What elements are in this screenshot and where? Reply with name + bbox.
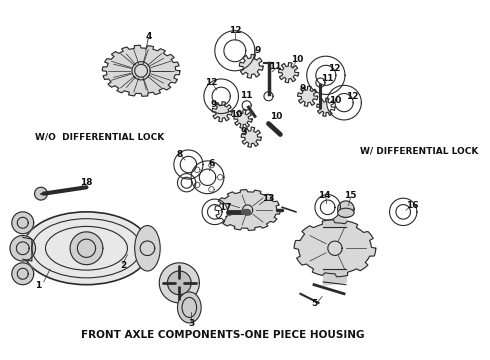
Text: W/ DIFFERENTIAL LOCK: W/ DIFFERENTIAL LOCK — [360, 147, 478, 156]
Polygon shape — [390, 198, 417, 225]
Polygon shape — [215, 31, 255, 71]
Polygon shape — [10, 235, 35, 261]
Polygon shape — [140, 241, 155, 256]
Text: 16: 16 — [406, 201, 418, 210]
Text: FRONT AXLE COMPONENTS-ONE PIECE HOUSING: FRONT AXLE COMPONENTS-ONE PIECE HOUSING — [81, 330, 365, 340]
Text: 9: 9 — [211, 100, 217, 109]
Text: 5: 5 — [311, 299, 317, 308]
Polygon shape — [70, 232, 103, 265]
Polygon shape — [327, 85, 361, 120]
Text: 11: 11 — [321, 73, 334, 82]
Polygon shape — [177, 174, 196, 192]
Polygon shape — [294, 220, 376, 277]
Polygon shape — [23, 237, 32, 261]
Ellipse shape — [338, 208, 354, 217]
Text: 12: 12 — [228, 26, 241, 35]
Text: 8: 8 — [176, 150, 182, 159]
Polygon shape — [202, 199, 227, 225]
Polygon shape — [191, 161, 224, 194]
Text: 15: 15 — [344, 191, 357, 200]
Polygon shape — [278, 63, 298, 82]
Polygon shape — [396, 204, 411, 219]
Text: 2: 2 — [120, 261, 126, 270]
Polygon shape — [320, 200, 335, 215]
Ellipse shape — [135, 225, 160, 271]
Ellipse shape — [23, 212, 150, 285]
Polygon shape — [12, 212, 34, 234]
Polygon shape — [215, 190, 280, 230]
Text: 13: 13 — [262, 194, 275, 203]
Polygon shape — [241, 127, 261, 147]
Text: 1: 1 — [35, 281, 41, 290]
Text: 12: 12 — [205, 78, 218, 87]
Polygon shape — [338, 201, 354, 217]
Polygon shape — [174, 150, 203, 179]
Text: 10: 10 — [329, 96, 341, 105]
Polygon shape — [316, 65, 336, 85]
Text: 11: 11 — [269, 62, 281, 71]
Text: 12: 12 — [346, 92, 359, 101]
Polygon shape — [315, 194, 341, 220]
Polygon shape — [224, 40, 246, 62]
Text: 10: 10 — [270, 112, 282, 121]
Text: 11: 11 — [241, 91, 253, 100]
Polygon shape — [181, 177, 192, 188]
Polygon shape — [335, 94, 353, 112]
Text: 9: 9 — [299, 85, 305, 94]
Polygon shape — [102, 45, 180, 96]
Text: 4: 4 — [145, 32, 151, 41]
Polygon shape — [168, 271, 191, 295]
Polygon shape — [297, 86, 318, 106]
Polygon shape — [212, 87, 230, 105]
Polygon shape — [12, 263, 34, 285]
Polygon shape — [159, 263, 199, 303]
Polygon shape — [212, 102, 232, 122]
Polygon shape — [180, 156, 196, 173]
Text: 3: 3 — [188, 319, 194, 328]
Text: 17: 17 — [220, 203, 232, 212]
Text: 9: 9 — [254, 46, 261, 55]
Text: 10: 10 — [229, 110, 242, 119]
Polygon shape — [208, 204, 222, 219]
Text: W/O  DIFFERENTIAL LOCK: W/O DIFFERENTIAL LOCK — [35, 133, 164, 142]
Polygon shape — [35, 187, 48, 200]
Text: 9: 9 — [241, 127, 247, 136]
Polygon shape — [317, 98, 335, 116]
Text: 14: 14 — [318, 191, 330, 200]
Ellipse shape — [177, 292, 201, 323]
Polygon shape — [307, 56, 345, 94]
Polygon shape — [234, 110, 252, 128]
Polygon shape — [240, 54, 263, 78]
Text: 6: 6 — [208, 159, 214, 168]
Text: 10: 10 — [292, 55, 304, 64]
Text: 12: 12 — [328, 64, 340, 73]
Text: 18: 18 — [80, 178, 93, 187]
Polygon shape — [204, 79, 239, 113]
Polygon shape — [199, 169, 216, 185]
